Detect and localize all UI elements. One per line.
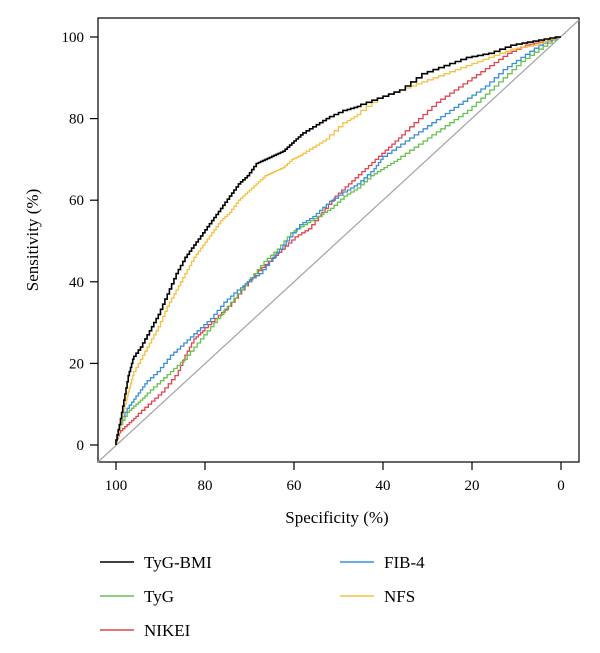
series-line-tyg-bmi <box>115 36 561 445</box>
y-tick-label: 80 <box>69 112 84 128</box>
y-tick-label: 20 <box>69 356 84 372</box>
y-tick-label: 40 <box>69 275 84 291</box>
y-tick-label: 60 <box>69 193 84 209</box>
reference-diagonal-line <box>97 19 580 463</box>
x-tick-label: 100 <box>105 478 128 494</box>
legend-label-nfs: NFS <box>384 587 415 606</box>
x-tick-label: 60 <box>287 478 302 494</box>
series-layer <box>115 36 561 445</box>
plot-border <box>97 17 580 463</box>
legend: TyG-BMI FIB-4 TyG NFS NIKEI <box>100 553 425 640</box>
y-tick-label: 100 <box>62 30 85 46</box>
legend-label-tyg-bmi: TyG-BMI <box>144 553 212 572</box>
plot-area <box>97 17 580 463</box>
x-tick-label: 20 <box>465 478 480 494</box>
x-tick-label: 40 <box>376 478 391 494</box>
legend-label-nikei: NIKEI <box>144 621 191 640</box>
series-line-nikei <box>115 36 561 445</box>
legend-label-tyg: TyG <box>144 587 174 606</box>
series-line-fib-4 <box>115 36 561 445</box>
series-line-nfs <box>115 36 561 445</box>
y-axis-label: Sensitivity (%) <box>23 189 42 291</box>
x-axis: 100 80 60 40 20 0 <box>105 462 565 494</box>
series-line-tyg <box>115 36 561 445</box>
legend-label-fib-4: FIB-4 <box>384 553 425 572</box>
x-tick-label: 0 <box>557 478 565 494</box>
x-axis-label: Specificity (%) <box>285 508 388 527</box>
y-axis: 0 20 40 60 80 100 <box>62 30 98 454</box>
x-tick-label: 80 <box>198 478 213 494</box>
reference-diagonal <box>97 19 580 463</box>
y-tick-label: 0 <box>77 438 85 454</box>
